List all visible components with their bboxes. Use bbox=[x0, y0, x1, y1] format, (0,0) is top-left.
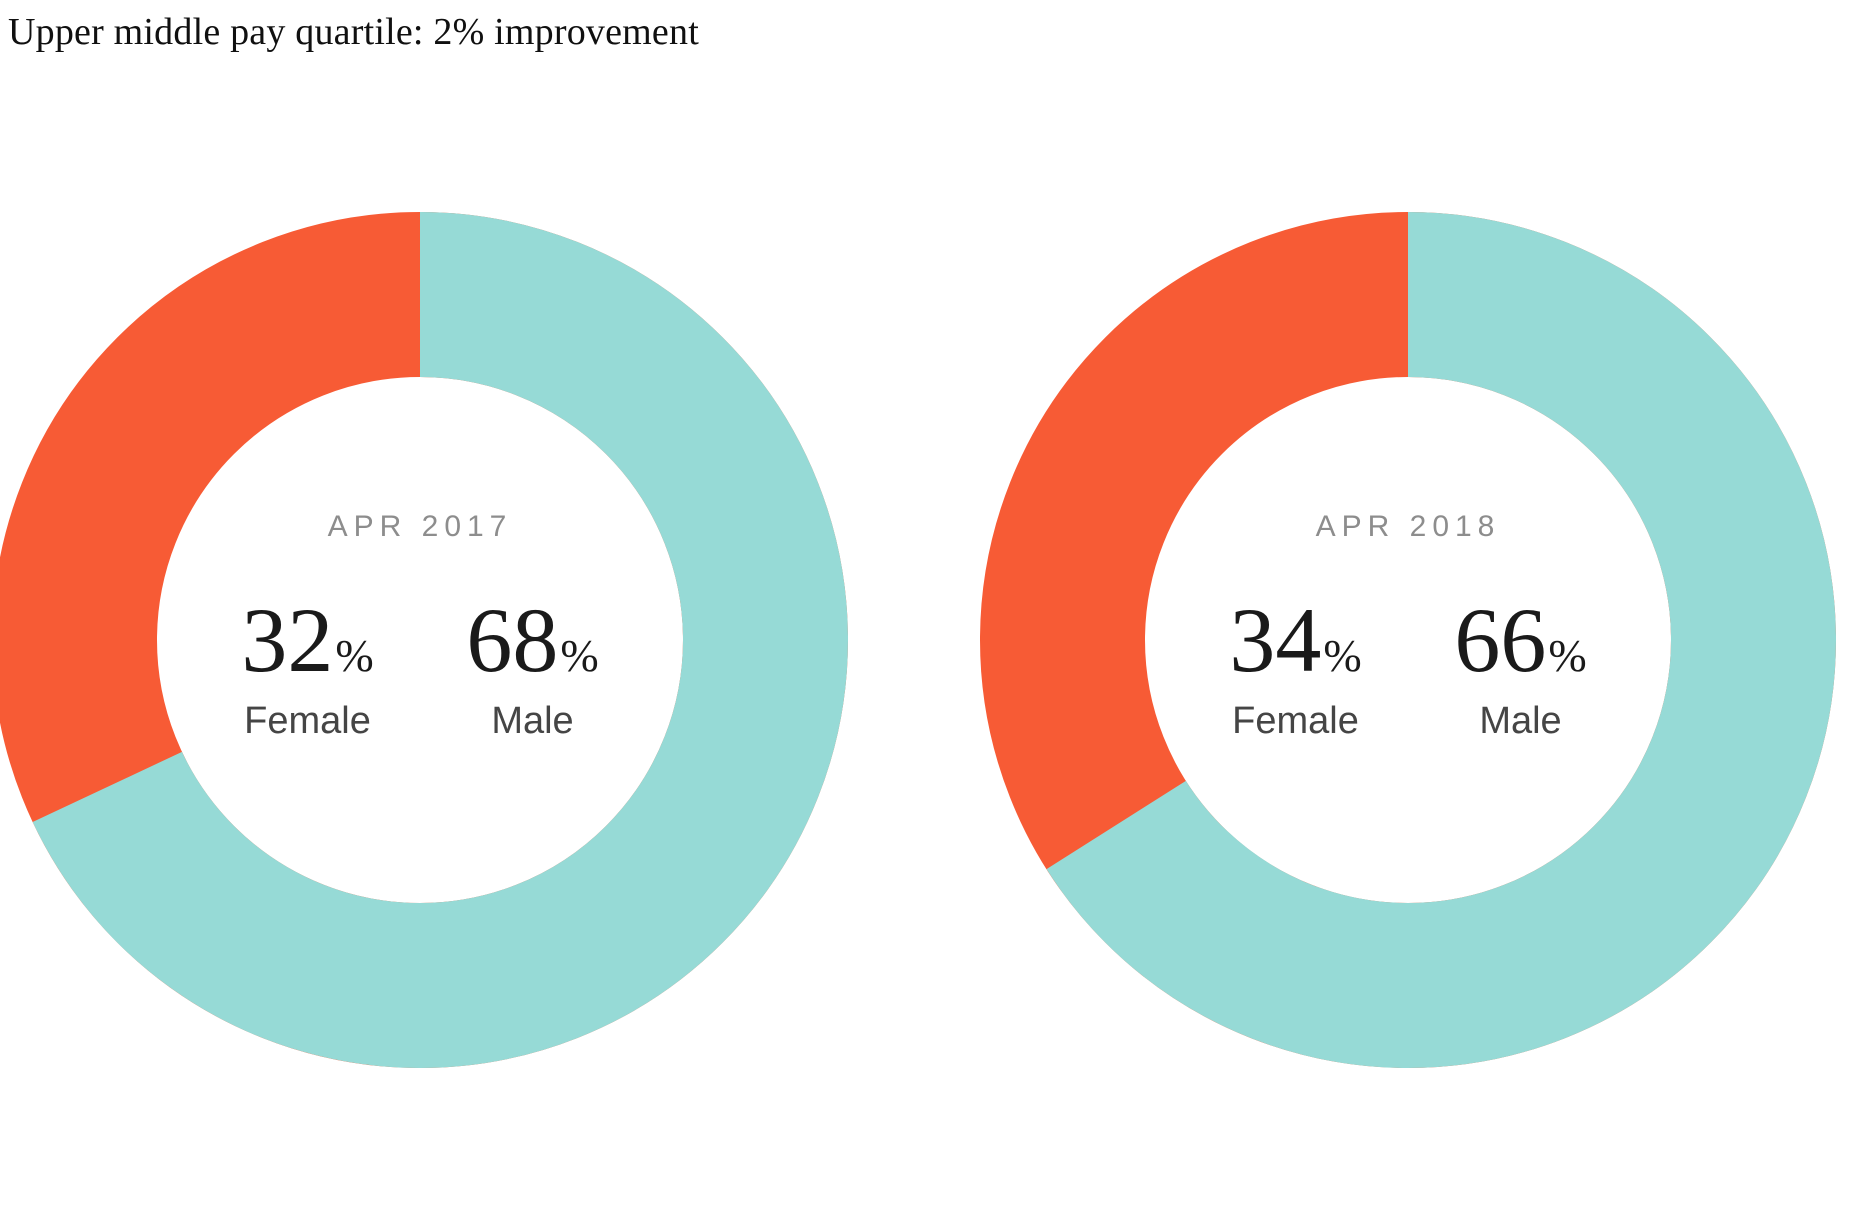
page-title: Upper middle pay quartile: 2% improvemen… bbox=[8, 11, 699, 53]
percent-sign: % bbox=[1548, 629, 1587, 681]
percent-sign: % bbox=[560, 629, 599, 681]
male-slice bbox=[0, 212, 848, 1068]
male-stat: 68% Male bbox=[455, 594, 610, 743]
female-value: 34% bbox=[1218, 594, 1373, 686]
period-label: APR 2017 bbox=[327, 509, 513, 543]
male-label: Male bbox=[491, 699, 574, 742]
donut-center-2017: APR 2017 32% Female 68% Male bbox=[0, 198, 848, 1054]
percent-sign: % bbox=[335, 629, 374, 681]
male-label: Male bbox=[1479, 699, 1562, 742]
donut-chart-apr-2018: APR 2018 34% Female 66% Male bbox=[980, 212, 1836, 1068]
stats-row: 34% Female 66% Male bbox=[1218, 594, 1598, 743]
donut-ring-2018 bbox=[980, 212, 1836, 1068]
stats-row: 32% Female 68% Male bbox=[230, 594, 610, 743]
female-stat: 32% Female bbox=[230, 594, 385, 743]
male-slice bbox=[980, 212, 1836, 1068]
donut-ring-2017 bbox=[0, 212, 848, 1068]
percent-sign: % bbox=[1323, 629, 1362, 681]
male-number: 66 bbox=[1454, 588, 1547, 691]
female-number: 34 bbox=[1229, 588, 1322, 691]
period-label: APR 2018 bbox=[1315, 509, 1501, 543]
male-value: 66% bbox=[1443, 594, 1598, 686]
female-label: Female bbox=[1232, 699, 1359, 742]
female-label: Female bbox=[244, 699, 371, 742]
male-value: 68% bbox=[455, 594, 610, 686]
male-number: 68 bbox=[466, 588, 559, 691]
female-number: 32 bbox=[241, 588, 334, 691]
donut-center-2018: APR 2018 34% Female 66% Male bbox=[980, 198, 1836, 1054]
donut-chart-apr-2017: APR 2017 32% Female 68% Male bbox=[0, 212, 848, 1068]
male-stat: 66% Male bbox=[1443, 594, 1598, 743]
female-value: 32% bbox=[230, 594, 385, 686]
female-stat: 34% Female bbox=[1218, 594, 1373, 743]
